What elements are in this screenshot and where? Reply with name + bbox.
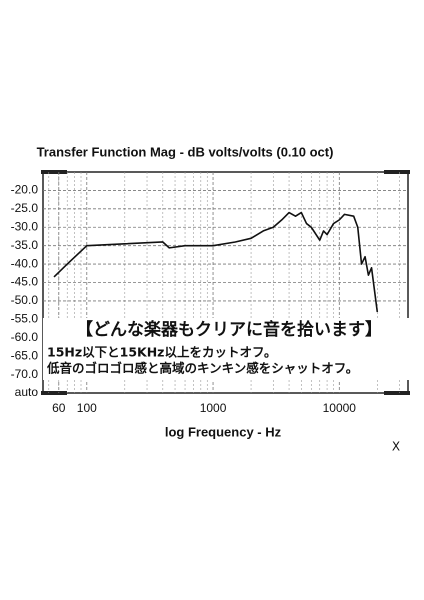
ticks: -20.0 -25.0 -30.0 -35.0 -40.0 -45.0 -50.0 -55.0… [11, 183, 357, 416]
y-tick-label: -60.0 [11, 330, 39, 344]
y-tick-label: -65.0 [11, 348, 39, 362]
x-tick-label: 10000 [323, 401, 357, 415]
corner-mark: X [392, 440, 400, 454]
y-tick-label: -70.0 [11, 367, 39, 381]
x-tick-label: 100 [77, 401, 97, 415]
chart-title: Transfer Function Mag - dB volts/volts (… [37, 144, 334, 159]
x-axis-label: log Frequency - Hz [165, 424, 282, 439]
x-tick-label: 60 [52, 401, 66, 415]
overlay-box [43, 318, 415, 380]
y-tick-label: -30.0 [11, 219, 39, 233]
y-tick-label: -20.0 [11, 183, 39, 197]
y-tick-label: -25.0 [11, 201, 39, 215]
y-tick-label: -50.0 [11, 293, 39, 307]
y-tick-label: auto [15, 385, 39, 399]
overlay-line: 低音のゴロゴロ感と高域のキンキン感をシャットオフ。 [46, 361, 358, 376]
y-tick-label: -45.0 [11, 275, 39, 289]
y-tick-label: -35.0 [11, 238, 39, 252]
y-tick-label: -40.0 [11, 256, 39, 270]
curve-layer [53, 211, 379, 313]
data-line [53, 211, 379, 313]
x-tick-label: 1000 [200, 401, 227, 415]
overlay-line: 15Hz以下と15KHz以上をカットオフ。 [47, 345, 276, 360]
y-tick-label: -55.0 [11, 312, 39, 326]
frame-corners [41, 170, 410, 395]
overlay-heading: 【どんな楽器もクリアに音を拾います】 [76, 319, 382, 340]
